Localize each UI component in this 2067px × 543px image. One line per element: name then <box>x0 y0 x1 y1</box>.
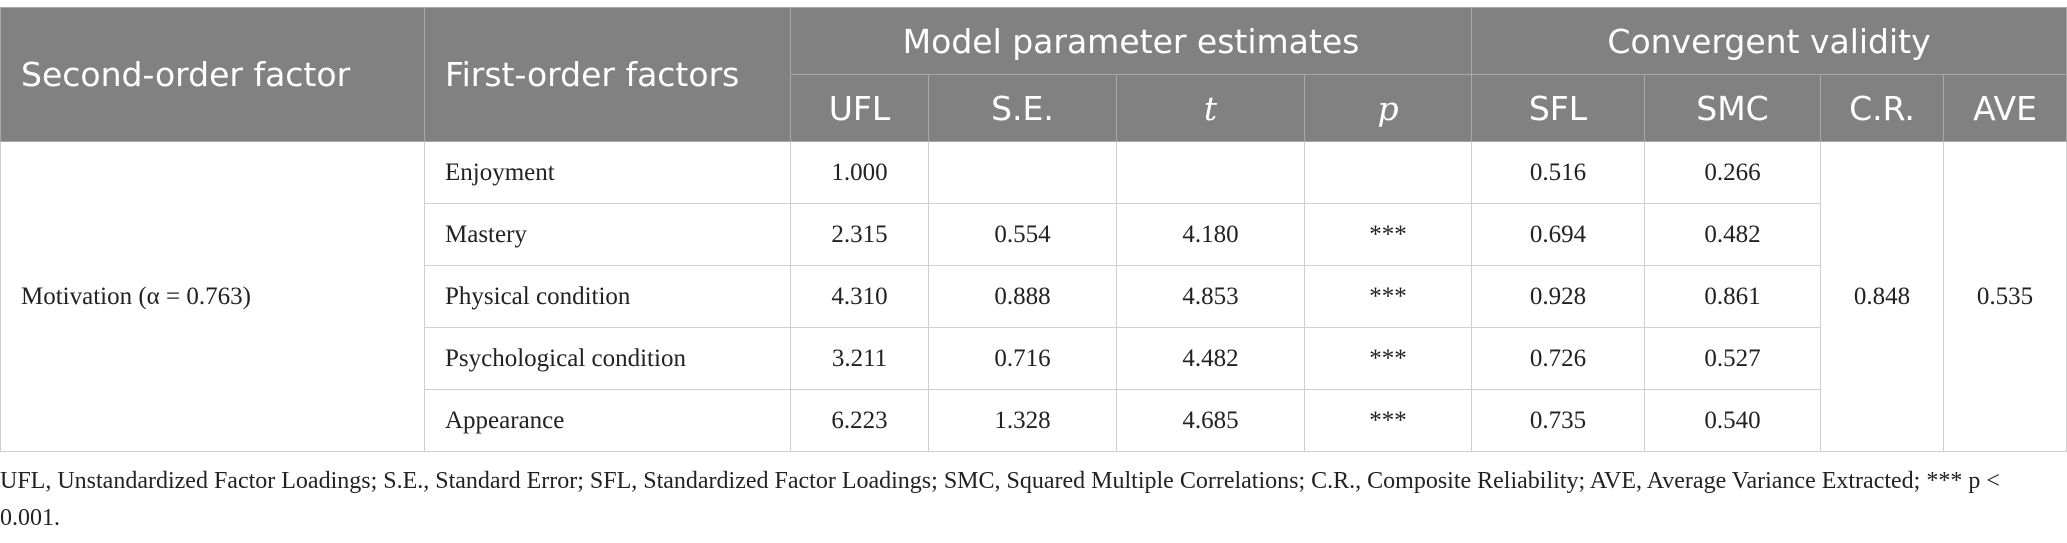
value-cell: 1.000 <box>790 141 929 204</box>
value-cell <box>1116 141 1305 204</box>
value-cell <box>1304 141 1472 204</box>
value-cell: 4.310 <box>790 265 929 328</box>
table-row: Appearance 6.223 1.328 4.685 *** 0.735 0.540 <box>1 389 2067 452</box>
value-cell: 0.535 <box>1942 141 2067 452</box>
value-cell: 0.888 <box>928 265 1117 328</box>
first-order-factor: Psychological condition <box>424 327 791 390</box>
first-order-factor: Enjoyment <box>424 141 791 204</box>
value-cell: 2.315 <box>790 203 929 266</box>
column-header: SMC <box>1644 74 1821 142</box>
first-order-factor: Appearance <box>424 389 791 452</box>
value-cell: 0.716 <box>928 327 1117 390</box>
table-body: Motivation (α = 0.763) Enjoyment 1.000 0.51… <box>0 141 2067 452</box>
first-order-factor: Physical condition <box>424 265 791 328</box>
table-row: Motivation (α = 0.763) Enjoyment 1.000 0.51… <box>0 141 2067 452</box>
value-cell: 0.554 <box>928 203 1117 266</box>
table-row: Psychological condition 3.211 0.716 4.482 **… <box>1 327 2067 390</box>
value-cell: 0.516 <box>1471 141 1645 204</box>
value-cell: 0.726 <box>1471 327 1645 390</box>
value-cell: 0.848 <box>1820 141 1944 452</box>
column-header: SFL <box>1471 74 1645 142</box>
data-table: Second-order factor First-order factors … <box>0 7 2067 452</box>
column-header: AVE <box>1942 74 2067 142</box>
header-group: Model parameter estimates <box>790 7 1472 75</box>
value-cell: *** <box>1304 265 1472 328</box>
value-cell: 0.928 <box>1471 265 1645 328</box>
value-cell: 4.180 <box>1116 203 1305 266</box>
header-cell: Second-order factor <box>0 7 425 142</box>
header-group: Convergent validity <box>1470 7 2067 75</box>
value-cell <box>928 141 1117 204</box>
table-header: Second-order factor First-order factors … <box>0 7 2067 142</box>
value-cell: 0.540 <box>1644 389 1821 452</box>
value-cell: 1.328 <box>928 389 1117 452</box>
first-order-factor: Mastery <box>424 203 791 266</box>
footnote: UFL, Unstandardized Factor Loadings; S.E… <box>0 468 2000 531</box>
value-cell: 0.735 <box>1471 389 1645 452</box>
value-cell: *** <box>1304 203 1472 266</box>
column-header: UFL <box>790 74 929 142</box>
value-cell: 0.861 <box>1644 265 1821 328</box>
second-order-factor: Motivation (α = 0.763) <box>0 141 425 452</box>
value-cell: 0.694 <box>1471 203 1645 266</box>
value-cell: 4.482 <box>1116 327 1305 390</box>
value-cell: 0.527 <box>1644 327 1821 390</box>
header-cell: First-order factors <box>424 7 791 142</box>
value-cell: 4.685 <box>1116 389 1305 452</box>
column-header: t <box>1116 74 1305 142</box>
column-header: p <box>1304 74 1472 142</box>
value-cell: 3.211 <box>790 327 929 390</box>
value-cell: 0.482 <box>1644 203 1821 266</box>
table-row: Physical condition 4.310 0.888 4.853 *** 0.92… <box>1 265 2067 328</box>
column-header: C.R. <box>1820 74 1944 142</box>
value-cell: *** <box>1304 327 1472 390</box>
value-cell: 6.223 <box>790 389 929 452</box>
value-cell: 4.853 <box>1116 265 1305 328</box>
column-header: S.E. <box>928 74 1117 142</box>
value-cell: *** <box>1304 389 1472 452</box>
value-cell: 0.266 <box>1644 141 1821 204</box>
